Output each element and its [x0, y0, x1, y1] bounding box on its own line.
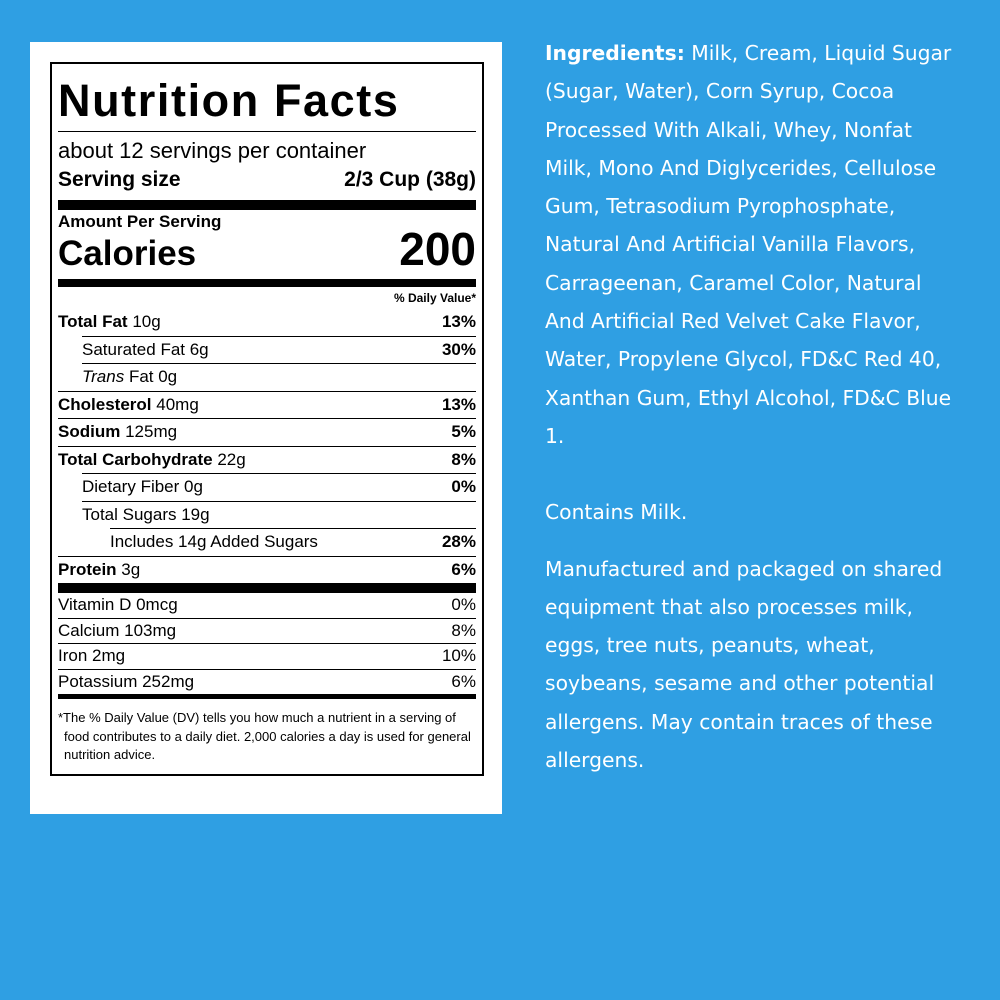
vitamin-name: Vitamin D 0mcg: [58, 595, 178, 614]
ingredients: Ingredients: Milk, Cream, Liquid Sugar (…: [545, 34, 965, 455]
nutrient-name: Saturated Fat 6g: [82, 339, 209, 359]
nutrient-row: Sodium 125mg 5%: [58, 418, 476, 446]
ingredients-heading: Ingredients:: [545, 41, 685, 65]
nutrient-row: Cholesterol 40mg 13%: [58, 390, 476, 419]
nutrient-name-group: Total Sugars 19g: [82, 502, 210, 529]
vitamin-name: Iron 2mg: [58, 646, 126, 665]
nutrient-name: Includes 14g Added Sugars: [110, 532, 318, 551]
calories: Calories 200: [58, 226, 476, 277]
footnote: *The % Daily Value (DV) tells you how mu…: [58, 710, 471, 762]
nutrient-row: Dietary Fiber 0g 0%: [82, 473, 476, 501]
nutrient-name-group: Trans Fat 0g: [82, 364, 177, 391]
amount-per-serving: Amount Per Serving: [58, 212, 222, 231]
vitamin-list: Vitamin D 0mcg 0% Calcium 103mg 8% Iron 2mg 1…: [58, 593, 476, 694]
rule: [58, 279, 476, 287]
nutrient-row: Total Carbohydrate 22g 8%: [58, 445, 476, 474]
nutrient-row: Total Sugars 19g: [82, 500, 476, 529]
nutrient-list: Total Fat 10g 13% Saturated Fat 6g 30% Trans…: [58, 309, 476, 583]
nutrient-dv: 5%: [451, 422, 476, 441]
dv-header: % Daily Value*: [393, 291, 476, 305]
nutrient-name-group: Saturated Fat 6g: [82, 337, 209, 364]
nutrient-row: Includes 14g Added Sugars 28%: [110, 528, 476, 556]
nutrient-amount: 10g: [132, 312, 161, 331]
calories-label: Calories: [58, 234, 197, 273]
rule: [58, 131, 476, 132]
vitamin-dv: 8%: [451, 620, 476, 640]
nutrient-name: Fat 0g: [128, 367, 178, 386]
nutrient-amount: 125mg: [125, 422, 178, 441]
side-text: Ingredients: Milk, Cream, Liquid Sugar (…: [545, 34, 965, 779]
rule: [58, 583, 476, 593]
vitamin-dv: 6%: [451, 671, 476, 691]
nutrient-name-group: Protein 3g: [58, 557, 140, 584]
nutrient-amount: 22g: [217, 449, 246, 469]
nutrient-name-group: Total Carbohydrate 22g: [58, 447, 246, 474]
vitamin-row: Potassium 252mg 6%: [58, 668, 476, 695]
label-title: Nutrition Facts: [58, 75, 400, 126]
serving-size-label: Serving size: [58, 168, 181, 191]
nutrient-name: Dietary Fiber 0g: [82, 477, 203, 496]
nutrient-amount: 3g: [121, 559, 141, 579]
nutrient-dv: 0%: [451, 477, 476, 496]
vitamin-dv: 0%: [451, 595, 476, 614]
nutrient-row: Total Fat 10g 13%: [58, 309, 476, 336]
nutrient-dv: 8%: [451, 449, 476, 469]
nutrient-name: Protein: [58, 559, 117, 579]
nutrient-name-group: Includes 14g Added Sugars: [110, 529, 318, 556]
nutrition-label: Nutrition Facts about 12 servings per co…: [50, 62, 484, 776]
nutrient-amount: 40mg: [156, 394, 199, 414]
contains: Contains Milk.: [545, 500, 688, 525]
nutrient-name-italic: Trans: [82, 367, 125, 386]
nutrient-name-group: Dietary Fiber 0g: [82, 474, 203, 501]
vitamin-row: Iron 2mg 10%: [58, 643, 476, 669]
ingredients-text: Milk, Cream, Liquid Sugar (Sugar, Water)…: [545, 41, 952, 448]
nutrient-row: Trans Fat 0g: [82, 363, 476, 391]
nutrient-name: Total Sugars 19g: [82, 504, 210, 524]
nutrient-name: Cholesterol: [58, 394, 152, 414]
vitamin-name: Potassium 252mg: [58, 671, 195, 691]
serving-size-value: 2/3 Cup (38g): [344, 168, 476, 191]
nutrient-name: Total Fat: [58, 312, 128, 331]
servings: about 12 servings per container: [58, 138, 367, 163]
rule: [58, 694, 476, 699]
nutrient-name: Sodium: [58, 422, 121, 441]
vitamin-dv: 10%: [441, 646, 476, 665]
vitamin-name: Calcium 103mg: [58, 620, 177, 640]
nutrient-name-group: Total Fat 10g: [58, 309, 161, 336]
nutrient-dv: 30%: [441, 339, 476, 359]
nutrient-row: Saturated Fat 6g 30%: [82, 335, 476, 364]
nutrient-dv: 13%: [441, 394, 476, 414]
serving-size: Serving size 2/3 Cup (38g): [58, 164, 476, 196]
nutrient-name-group: Cholesterol 40mg: [58, 392, 199, 419]
label-card: Nutrition Facts about 12 servings per co…: [30, 42, 502, 814]
nutrient-row: Protein 3g 6%: [58, 555, 476, 584]
rule: [58, 200, 476, 210]
nutrient-name-group: Sodium 125mg: [58, 419, 177, 446]
vitamin-row: Vitamin D 0mcg 0%: [58, 593, 476, 618]
calories-value: 200: [399, 223, 476, 275]
nutrient-dv: 13%: [441, 312, 476, 331]
nutrient-dv: 28%: [441, 532, 476, 551]
nutrient-name: Total Carbohydrate: [58, 449, 213, 469]
manufactured: Manufactured and packaged on shared equi…: [545, 556, 943, 773]
vitamin-row: Calcium 103mg 8%: [58, 617, 476, 644]
nutrient-dv: 6%: [451, 559, 476, 579]
